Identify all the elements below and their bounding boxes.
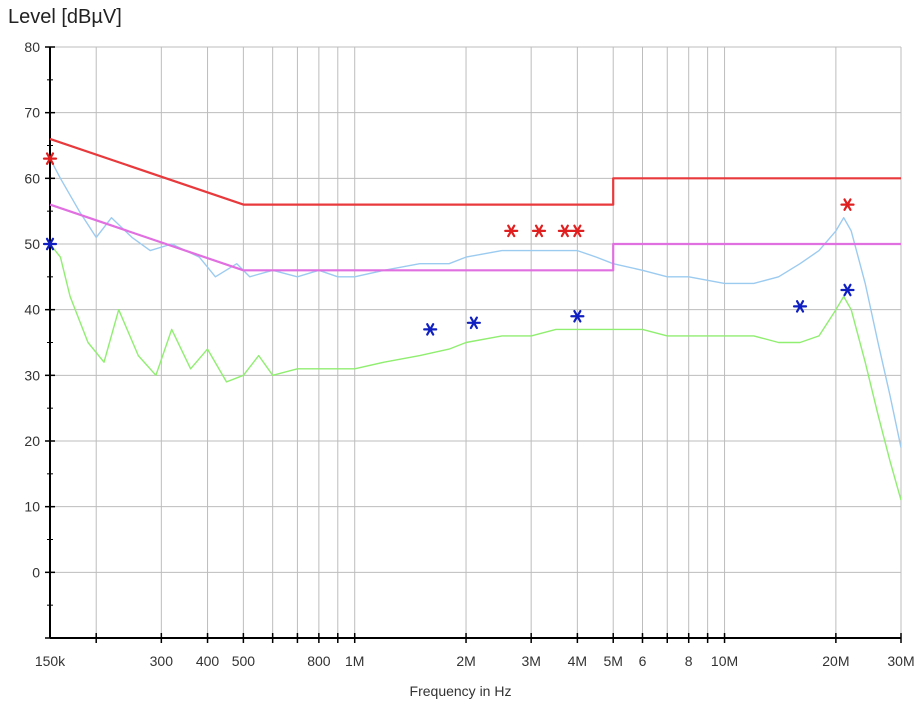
peak-marker: [840, 283, 855, 297]
x-tick-label: 150k: [35, 653, 66, 669]
y-tick-label: 40: [24, 302, 40, 318]
limit-line-1: [49, 203, 901, 272]
limit-line-0: [49, 137, 901, 206]
x-tick-label: 1M: [345, 653, 364, 669]
peak-marker: [557, 224, 572, 238]
x-tick-label: 800: [307, 653, 331, 669]
peak-marker: [504, 224, 519, 238]
x-tick-label: 20M: [822, 653, 849, 669]
x-tick-label: 500: [232, 653, 256, 669]
tick-labels: 80 70 60 50 40 30 20 10 0 150k 300 400 500 800 1M 2M 3M 4…: [24, 39, 914, 669]
y-tick-label: 0: [32, 564, 40, 580]
peak-marker: [792, 300, 808, 313]
x-tick-label: 30M: [887, 653, 914, 669]
peak-marker: [840, 198, 855, 211]
y-tick-label: 30: [24, 367, 40, 383]
y-axis-label: Level [dBµV]: [8, 6, 122, 28]
y-tick-label: 80: [24, 39, 40, 55]
x-tick-label: 5M: [603, 653, 622, 669]
x-axis-label: Frequency in Hz: [409, 683, 512, 699]
series-layer: [49, 137, 902, 501]
peak-marker: [570, 224, 585, 238]
marker-layer: [42, 152, 855, 336]
peak-marker: [570, 309, 585, 323]
y-tick-label: 70: [24, 105, 40, 121]
y-tick-label: 20: [24, 433, 40, 449]
y-tick-label: 10: [24, 499, 40, 515]
x-tick-label: 8: [685, 653, 693, 669]
peak-marker: [42, 152, 58, 165]
peak-marker: [466, 316, 481, 330]
peak-marker: [531, 224, 547, 238]
y-tick-label: 60: [24, 170, 40, 186]
axes: [45, 46, 902, 643]
y-tick-label: 50: [24, 236, 40, 252]
measured-trace-3: [49, 243, 902, 501]
x-tick-label: 3M: [521, 653, 540, 669]
x-tick-label: 4M: [568, 653, 587, 669]
x-tick-label: 400: [196, 653, 220, 669]
x-tick-label: 6: [639, 653, 647, 669]
plot-frame: [50, 47, 901, 638]
x-tick-label: 300: [150, 653, 174, 669]
x-tick-label: 10M: [711, 653, 738, 669]
peak-marker: [423, 323, 438, 336]
peak-marker: [42, 237, 58, 251]
x-tick-label: 2M: [456, 653, 475, 669]
